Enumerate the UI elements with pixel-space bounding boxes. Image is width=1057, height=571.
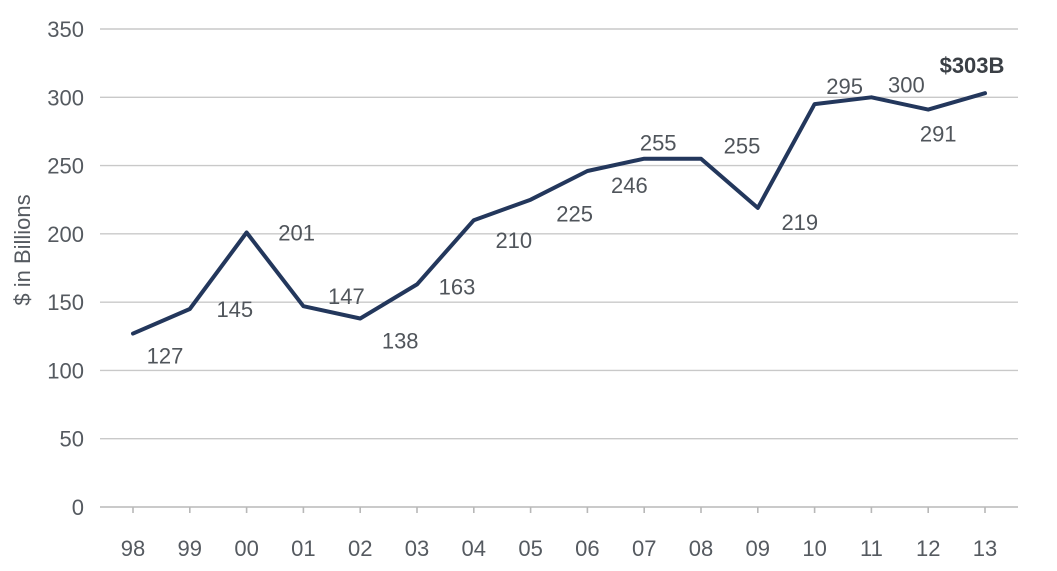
data-label: 138 — [382, 329, 419, 354]
x-tick-label: 10 — [802, 536, 826, 561]
x-tick-label: 06 — [575, 536, 599, 561]
x-tick-label: 09 — [746, 536, 770, 561]
y-tick-label: 250 — [47, 154, 84, 179]
x-tick-label: 01 — [291, 536, 315, 561]
y-axis-title: $ in Billions — [10, 194, 35, 305]
x-tick-label: 04 — [462, 536, 486, 561]
y-tick-label: 150 — [47, 290, 84, 315]
x-tick-label: 00 — [234, 536, 258, 561]
x-tick-label: 98 — [121, 536, 145, 561]
data-label: 210 — [495, 228, 532, 253]
data-label: 255 — [640, 131, 677, 156]
data-label: 145 — [216, 297, 253, 322]
data-label: 163 — [439, 274, 476, 299]
y-tick-label: 100 — [47, 358, 84, 383]
data-label: 295 — [826, 74, 863, 99]
data-label: 300 — [888, 72, 925, 97]
series-line-group — [131, 91, 987, 336]
y-tick-label: 0 — [72, 495, 84, 520]
x-tick-label: 99 — [178, 536, 202, 561]
data-label: 147 — [328, 284, 365, 309]
data-label: 201 — [278, 221, 315, 246]
data-label: 255 — [724, 134, 761, 159]
y-tick-label: 200 — [47, 222, 84, 247]
x-tick-label: 02 — [348, 536, 372, 561]
y-tick-label: 300 — [47, 85, 84, 110]
data-label: 127 — [147, 344, 184, 369]
gridlines — [100, 28, 1018, 508]
x-tick-label: 12 — [916, 536, 940, 561]
x-tick-label: 08 — [689, 536, 713, 561]
x-tick-label: 11 — [860, 536, 883, 561]
data-label: $303B — [940, 53, 1005, 78]
x-axis-ticks: 98 99 00 01 02 03 04 05 06 07 08 09 10 11 12 13 — [121, 507, 997, 561]
series-line — [131, 91, 987, 336]
x-tick-label: 05 — [518, 536, 542, 561]
x-tick-label: 07 — [632, 536, 656, 561]
data-labels: 127 145 201 147 138 163 210 225 246 255 255 219 295 3… — [147, 53, 1005, 368]
x-tick-label: 03 — [405, 536, 429, 561]
x-tick-label: 13 — [973, 536, 997, 561]
y-tick-label: 350 — [47, 17, 84, 42]
data-label: 246 — [611, 173, 648, 198]
data-label: 219 — [781, 210, 818, 235]
y-tick-label: 50 — [60, 427, 84, 452]
data-label: 291 — [920, 122, 957, 147]
y-axis-ticks: 0 50 100 150 200 250 300 350 — [47, 17, 84, 520]
data-label: 225 — [556, 202, 593, 227]
